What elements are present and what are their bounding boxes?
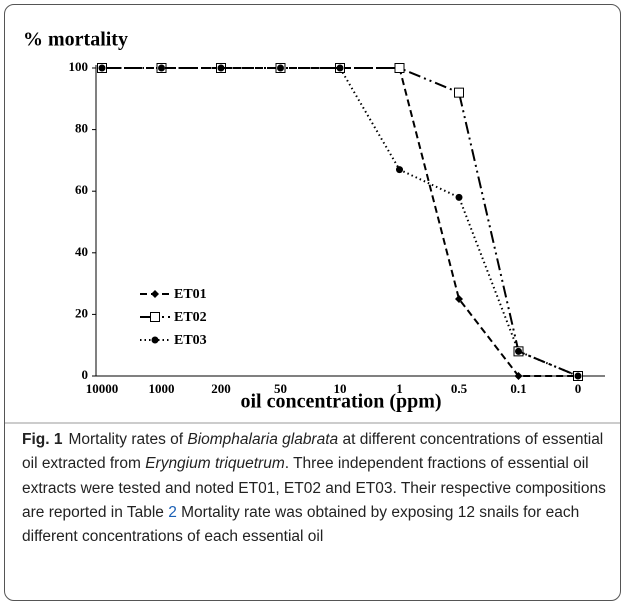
y-tick-label: 60	[75, 182, 88, 197]
marker	[150, 312, 160, 322]
marker	[151, 290, 159, 298]
figure: % mortality oil concentration (ppm) 0 20 4…	[4, 4, 621, 601]
x-tick-label: 0.5	[451, 381, 468, 396]
caption-text: Mortality rate was obtained by exposing …	[22, 503, 580, 546]
caption-text: Eryngium triquetrum	[145, 455, 285, 473]
marker	[394, 63, 405, 73]
legend-label: ET02	[174, 310, 207, 325]
marker	[158, 64, 165, 72]
marker	[151, 336, 159, 344]
marker	[336, 64, 344, 72]
y-axis-title: % mortality	[23, 29, 128, 51]
marker	[454, 87, 464, 98]
x-tick-label: 50	[274, 381, 287, 396]
caption-text: Mortality rates of	[68, 431, 188, 448]
y-tick-label: 20	[75, 305, 88, 320]
caption-text: at different concentrations of essential…	[22, 431, 604, 473]
marker	[515, 347, 522, 355]
marker	[396, 166, 403, 174]
series-line	[102, 67, 578, 377]
x-tick-label: 200	[211, 381, 231, 396]
y-tick-label: 40	[75, 244, 88, 259]
series-line	[102, 67, 579, 377]
legend-label: ET03	[174, 333, 207, 348]
marker	[574, 372, 582, 380]
x-tick-label: 10000	[86, 381, 119, 396]
caption-link[interactable]: 2	[168, 503, 177, 521]
y-tick-label: 0	[82, 367, 89, 382]
series-line	[102, 67, 579, 377]
marker	[514, 372, 523, 380]
y-tick-label: 80	[75, 121, 88, 136]
caption-text: . Three independent fractions of essenti…	[22, 455, 606, 521]
marker	[277, 64, 284, 72]
marker	[455, 295, 463, 303]
marker	[98, 64, 106, 72]
marker	[455, 193, 463, 201]
caption-text: Biomphalaria glabrata	[187, 431, 339, 448]
chart: % mortality oil concentration (ppm) 0 20 4…	[5, 29, 620, 424]
x-tick-label: 0	[575, 381, 582, 396]
x-tick-label: 1000	[149, 381, 175, 396]
legend-label: ET01	[174, 287, 207, 302]
x-tick-label: 10	[334, 381, 347, 396]
x-tick-label: 1	[396, 381, 403, 396]
caption-label: Fig. 1	[22, 431, 63, 448]
caption: Fig. 1 Mortality rates of Biomphalaria gl…	[22, 428, 612, 549]
marker	[217, 64, 225, 72]
x-tick-label: 0.1	[510, 381, 526, 396]
x-axis-title: oil concentration (ppm)	[240, 391, 441, 413]
y-tick-label: 100	[69, 59, 89, 74]
